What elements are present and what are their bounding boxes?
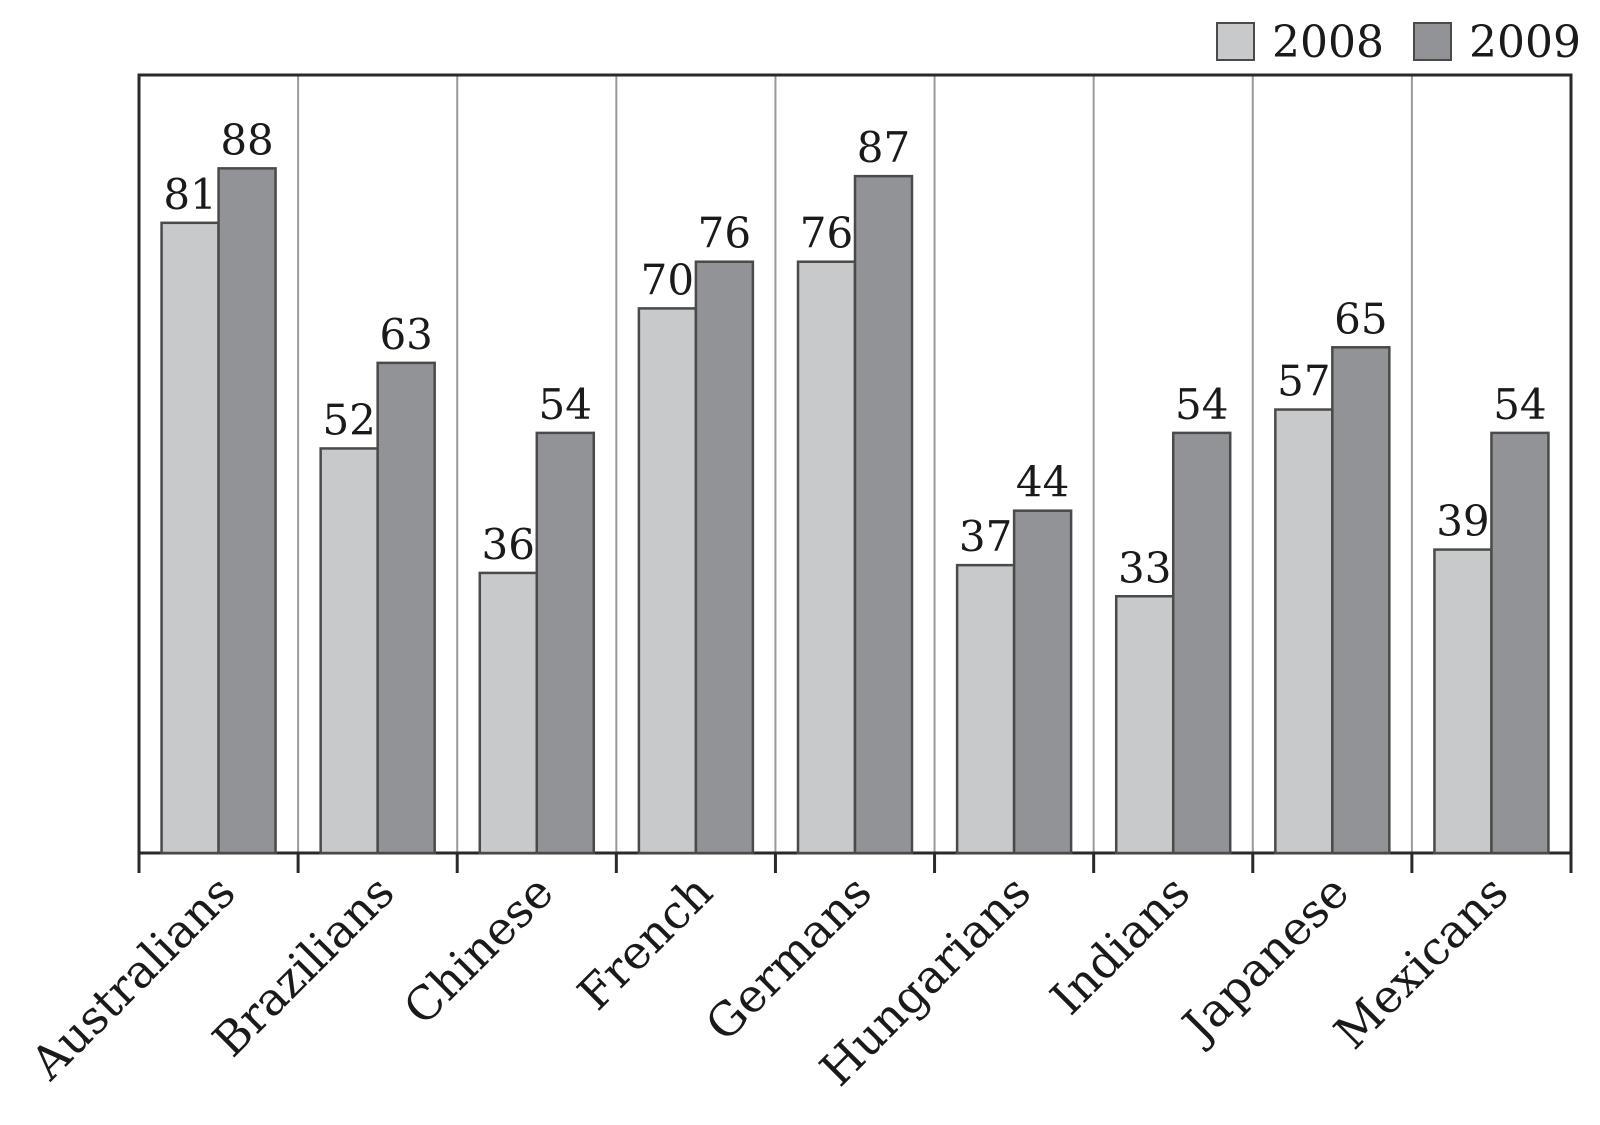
value-label-indians-2008: 33 — [1118, 543, 1171, 592]
category-label-indians: Indians — [1040, 865, 1200, 1025]
bars — [160, 167, 1550, 855]
bar-mexicans-2009 — [1490, 431, 1550, 855]
value-label-mexicans-2009: 54 — [1493, 380, 1546, 429]
legend-swatch-2008 — [1216, 22, 1255, 61]
value-label-chinese-2008: 36 — [482, 520, 535, 569]
value-label-hungarians-2008: 37 — [959, 512, 1012, 561]
bar-brazilians-2009 — [376, 361, 436, 855]
bar-mexicans-2008 — [1433, 548, 1493, 855]
bar-indians-2009 — [1171, 431, 1232, 855]
category-label-french: French — [567, 865, 723, 1021]
legend-swatch-2009 — [1413, 22, 1452, 61]
value-label-germans-2008: 76 — [800, 209, 853, 258]
bar-germans-2008 — [796, 260, 857, 855]
category-separators — [297, 75, 1413, 853]
value-label-japanese-2009: 65 — [1334, 294, 1387, 343]
bar-japanese-2009 — [1331, 346, 1391, 855]
bar-australians-2009 — [217, 167, 277, 855]
value-label-japanese-2008: 57 — [1277, 357, 1330, 406]
value-label-indians-2009: 54 — [1175, 380, 1228, 429]
category-label-australians: Australians — [20, 865, 246, 1091]
bar-chinese-2009 — [535, 431, 596, 855]
value-label-australians-2008: 81 — [163, 170, 216, 219]
value-label-brazilians-2008: 52 — [322, 395, 375, 444]
value-label-french-2008: 70 — [641, 255, 694, 304]
category-label-mexicans: Mexicans — [1324, 865, 1519, 1060]
value-label-australians-2009: 88 — [220, 115, 273, 164]
value-label-hungarians-2009: 44 — [1016, 458, 1069, 507]
legend-label-2008: 2008 — [1272, 17, 1384, 68]
bar-hungarians-2008 — [955, 563, 1016, 855]
bar-australians-2008 — [160, 221, 220, 855]
bar-indians-2008 — [1114, 595, 1175, 855]
legend: 2008 2009 — [1216, 17, 1581, 68]
value-label-french-2009: 76 — [698, 209, 751, 258]
bar-japanese-2008 — [1274, 408, 1334, 855]
bar-chinese-2008 — [478, 571, 539, 855]
bar-french-2008 — [637, 307, 698, 855]
category-label-chinese: Chinese — [393, 865, 564, 1036]
value-label-mexicans-2008: 39 — [1436, 497, 1489, 546]
bar-brazilians-2008 — [319, 447, 379, 855]
bar-hungarians-2009 — [1012, 509, 1073, 855]
bar-french-2009 — [694, 260, 755, 855]
bar-germans-2009 — [853, 174, 914, 855]
legend-label-2009: 2009 — [1469, 17, 1581, 68]
value-label-chinese-2009: 54 — [539, 380, 592, 429]
value-label-germans-2009: 87 — [857, 123, 910, 172]
value-label-brazilians-2009: 63 — [379, 310, 432, 359]
